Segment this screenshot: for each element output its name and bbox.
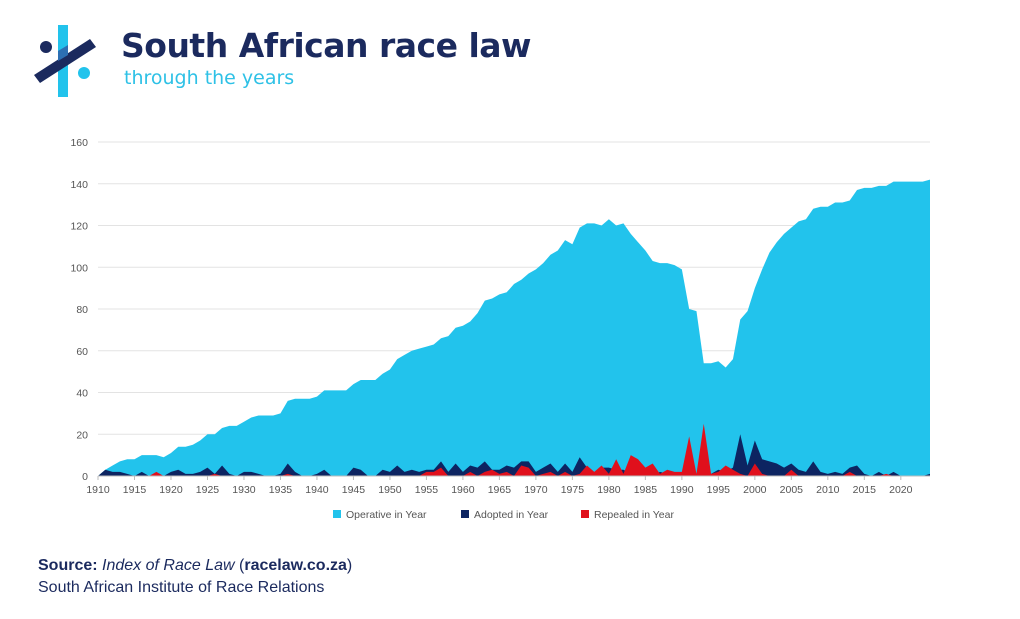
y-tick-label: 0: [82, 471, 88, 483]
x-tick-label: 1920: [159, 484, 183, 496]
source-url[interactable]: racelaw.co.za: [244, 557, 347, 574]
y-tick-label: 20: [76, 429, 88, 441]
source-label: Source:: [38, 557, 98, 574]
y-tick-label: 140: [70, 179, 88, 191]
x-tick-label: 1930: [232, 484, 256, 496]
series-area-adopted-in-year: [98, 434, 930, 476]
source-paren-close: ): [346, 557, 353, 574]
x-tick-label: 1985: [634, 484, 658, 496]
x-tick-label: 1940: [305, 484, 329, 496]
source-title: Index of Race Law: [102, 557, 235, 574]
x-tick-label: 1975: [561, 484, 585, 496]
logo-icon: [34, 25, 96, 97]
y-tick-label: 100: [70, 262, 88, 274]
legend-swatch: [333, 510, 341, 518]
x-tick-label: 2000: [743, 484, 767, 496]
source-note: Source: Index of Race Law (racelaw.co.za…: [38, 555, 352, 599]
x-tick-label: 1950: [378, 484, 402, 496]
y-tick-label: 80: [76, 304, 88, 316]
x-tick-label: 1925: [196, 484, 220, 496]
x-tick-label: 1965: [488, 484, 512, 496]
source-institute: South African Institute of Race Relation…: [38, 579, 325, 596]
legend-label: Adopted in Year: [474, 509, 549, 521]
series-areas: [98, 179, 930, 476]
area-chart: 0 20 40 60 80 100 120 140 160 1910 1915 1920 1925 193…: [70, 137, 930, 521]
y-tick-label: 160: [70, 137, 88, 149]
x-tick-label: 2020: [889, 484, 913, 496]
x-tick-label: 2015: [853, 484, 877, 496]
x-tick-label: 1980: [597, 484, 621, 496]
x-tick-label: 1995: [707, 484, 731, 496]
legend-label: Operative in Year: [346, 509, 427, 521]
legend-swatch: [581, 510, 589, 518]
source-paren-open: (: [234, 557, 245, 574]
x-tick-label: 1955: [415, 484, 439, 496]
x-tick-label: 1945: [342, 484, 366, 496]
x-tick-label: 1990: [670, 484, 694, 496]
legend-label: Repealed in Year: [594, 509, 674, 521]
axes: 0 20 40 60 80 100 120 140 160 1910 1915 1920 1925 193…: [70, 137, 930, 496]
legend-swatch: [461, 510, 469, 518]
x-tick-label: 1915: [123, 484, 147, 496]
y-tick-label: 60: [76, 346, 88, 358]
x-tick-label: 1960: [451, 484, 475, 496]
x-tick-label: 1935: [269, 484, 293, 496]
x-tick-label: 1970: [524, 484, 548, 496]
legend: Operative in Year Adopted in Year Repealed…: [333, 509, 674, 521]
x-tick-label: 1910: [86, 484, 110, 496]
page-subtitle: through the years: [124, 67, 295, 89]
y-tick-label: 40: [76, 388, 88, 400]
page-title: South African race law: [121, 26, 532, 65]
y-tick-label: 120: [70, 221, 88, 233]
series-area-operative-in-year: [98, 179, 930, 476]
x-tick-label: 2010: [816, 484, 840, 496]
x-tick-label: 2005: [780, 484, 804, 496]
